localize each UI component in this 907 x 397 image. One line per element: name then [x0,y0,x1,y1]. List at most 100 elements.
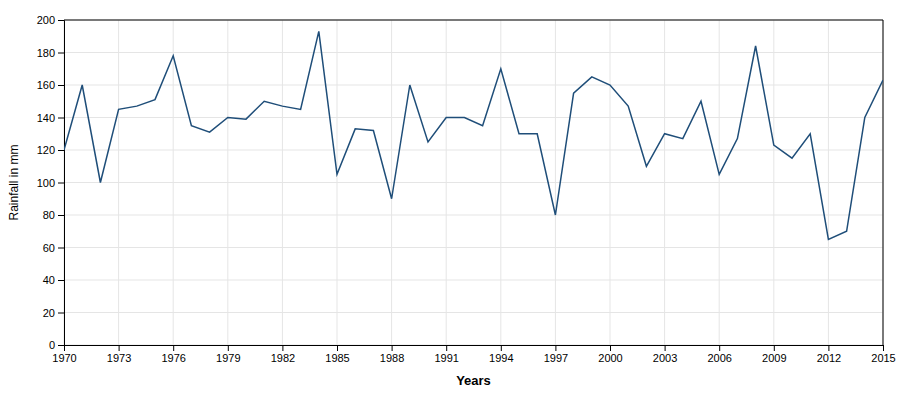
frame-right [883,20,884,345]
x-axis: 1970 1973 1976 1979 1982 1985 1988 1991 1994 1997… [52,345,895,364]
tick: 200 [37,14,64,26]
tick-mark [392,345,393,351]
tick-label: 1997 [544,352,568,364]
tick-mark [119,345,120,351]
tick-mark [58,53,64,54]
tick-mark [58,215,64,216]
tick-label: 1979 [216,352,240,364]
tick-mark [58,20,64,21]
tick-label: 2006 [707,352,731,364]
tick-label: 1985 [325,352,349,364]
tick: 1970 [52,345,76,364]
tick-mark [58,313,64,314]
grid-line-y [64,150,883,151]
chart: 1970 1973 1976 1979 1982 1985 1988 1991 1994 1997… [0,0,907,397]
tick-label: 40 [43,274,55,286]
grid-line-y [64,215,883,216]
tick-label: 120 [37,144,55,156]
tick-label: 1976 [161,352,185,364]
grid-line-y [64,280,883,281]
frame-top [64,20,883,21]
tick-label: 1988 [380,352,404,364]
tick-mark [555,345,556,351]
tick-label: 20 [43,307,55,319]
tick: 2009 [762,345,786,364]
grid-line-y [64,247,883,248]
tick-label: 2000 [598,352,622,364]
tick-mark [228,345,229,351]
tick-label: 1982 [271,352,295,364]
axis-line [65,346,884,352]
tick: 1991 [434,345,458,364]
tick-mark [58,345,64,346]
tick-mark [58,85,64,86]
tick-label: 100 [37,177,55,189]
tick: 2006 [707,345,731,364]
tick-mark [58,248,64,249]
tick: 1976 [161,345,185,364]
tick-label: 2003 [653,352,677,364]
grid-line-x [883,20,884,345]
tick-mark [58,118,64,119]
grid-line-y [64,182,883,183]
tick-label: 140 [37,112,55,124]
grid-line-y [64,85,883,86]
axis-line [58,21,65,346]
tick: 1997 [544,345,568,364]
tick-label: 80 [43,209,55,221]
tick-mark [58,150,64,151]
tick: 2000 [598,345,622,364]
tick: 1988 [380,345,404,364]
tick: 1979 [216,345,240,364]
tick-mark [610,345,611,351]
tick-mark [282,345,283,351]
tick: 1985 [325,345,349,364]
tick-label: 160 [37,79,55,91]
tick-mark [719,345,720,351]
tick: 2003 [653,345,677,364]
grid-line-y [64,52,883,53]
tick: 180 [37,47,64,59]
tick: 2012 [817,345,841,364]
tick: 120 [37,144,64,156]
tick-label: 2012 [817,352,841,364]
tick: 20 [43,307,64,319]
tick-label: 2015 [871,352,895,364]
tick-label: 180 [37,47,55,59]
tick-mark [173,345,174,351]
plot-area [64,31,883,239]
grid-line-y [64,312,883,313]
tick-mark [58,183,64,184]
tick: 1994 [489,345,513,364]
tick-mark [446,345,447,351]
tick: 140 [37,112,64,124]
tick-mark [337,345,338,351]
tick-mark [774,345,775,351]
tick: 160 [37,79,64,91]
tick: 80 [43,209,64,221]
tick-label: 1991 [434,352,458,364]
line [64,31,883,239]
tick: 100 [37,177,64,189]
tick: 60 [43,242,64,254]
tick-label: 1973 [107,352,131,364]
tick-mark [828,345,829,351]
tick-label: 1970 [52,352,76,364]
x-axis-title: Years [456,373,491,388]
tick-label: 0 [49,339,55,351]
tick-label: 200 [37,14,55,26]
grid-line-y [64,20,883,21]
tick-label: 2009 [762,352,786,364]
tick-mark [501,345,502,351]
tick: 0 [49,339,64,351]
tick-mark [883,345,884,351]
tick-label: 1994 [489,352,513,364]
grid-line-y [64,117,883,118]
tick: 40 [43,274,64,286]
y-axis-title: Rainfall in mm [7,144,21,220]
grid [64,20,883,345]
tick: 2015 [871,345,895,364]
tick-mark [58,280,64,281]
y-axis: 0 20 40 60 80 100 120 140 160 180 200 [37,14,65,351]
tick-mark [665,345,666,351]
